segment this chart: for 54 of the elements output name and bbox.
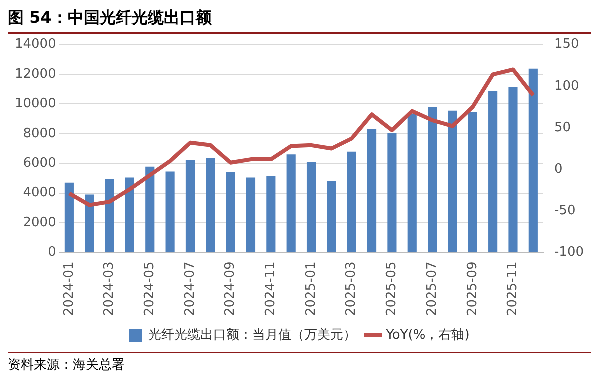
x-tick-label: 2024-01 <box>62 262 77 316</box>
bar <box>64 182 74 252</box>
y-tick-label: 8000 <box>23 126 56 142</box>
y2-tick-label: 150 <box>554 37 580 52</box>
y2-tick-label: 100 <box>554 78 580 94</box>
y2-tick-label: -100 <box>554 245 584 260</box>
bar <box>125 178 134 252</box>
bar <box>186 160 196 252</box>
bar <box>226 172 236 252</box>
bar <box>286 154 296 252</box>
x-tick-label: 2025-11 <box>506 262 521 316</box>
x-tick-label: 2024-05 <box>142 262 158 316</box>
bar <box>488 91 498 252</box>
text: 资料来源：海关总署 <box>8 357 126 374</box>
x-tick-label: 2025-09 <box>465 262 480 316</box>
bar <box>146 166 155 252</box>
bar <box>367 129 377 252</box>
legend-label: 光纤光缆出口额：当月值（万美元） <box>148 326 357 343</box>
bar <box>428 107 438 252</box>
y2-tick-label: 0 <box>554 162 563 177</box>
bar <box>105 179 114 252</box>
bar <box>347 152 356 252</box>
bar <box>508 87 518 252</box>
y-tick-label: 10000 <box>14 96 56 112</box>
x-tick-label: 2025-07 <box>424 262 440 316</box>
x-tick-label: 2024-09 <box>223 262 238 316</box>
y-tick-label: 6000 <box>23 156 56 171</box>
bar <box>528 68 538 252</box>
bar <box>166 172 175 252</box>
bar <box>246 178 256 252</box>
y-tick-label: 4000 <box>23 186 56 201</box>
y-tick-label: 14000 <box>14 37 56 52</box>
bar <box>85 194 94 252</box>
y2-tick-label: 50 <box>554 120 572 136</box>
bar <box>408 114 417 252</box>
bar <box>266 176 276 252</box>
legend-label: YoY(%，右轴) <box>385 328 470 343</box>
x-tick-label: 2025-01 <box>304 262 319 316</box>
bar <box>206 158 216 252</box>
bar <box>306 162 316 252</box>
y2-tick-label: -50 <box>554 203 576 218</box>
chart-title: 图 54：中国光纤光缆出口额 <box>8 8 591 34</box>
y-tick-label: 12000 <box>14 66 56 82</box>
x-tick-label: 2024-07 <box>182 262 198 316</box>
bar <box>327 180 336 252</box>
bar <box>388 133 397 252</box>
y-tick-label: 0 <box>48 245 56 260</box>
bar <box>468 112 478 252</box>
x-tick-label: 2025-05 <box>384 262 400 316</box>
x-tick-label: 2024-03 <box>102 262 118 316</box>
x-tick-label: 2024-11 <box>264 262 279 316</box>
y-tick-label: 2000 <box>23 215 56 230</box>
bar <box>448 110 458 252</box>
x-tick-label: 2025-03 <box>344 262 360 316</box>
